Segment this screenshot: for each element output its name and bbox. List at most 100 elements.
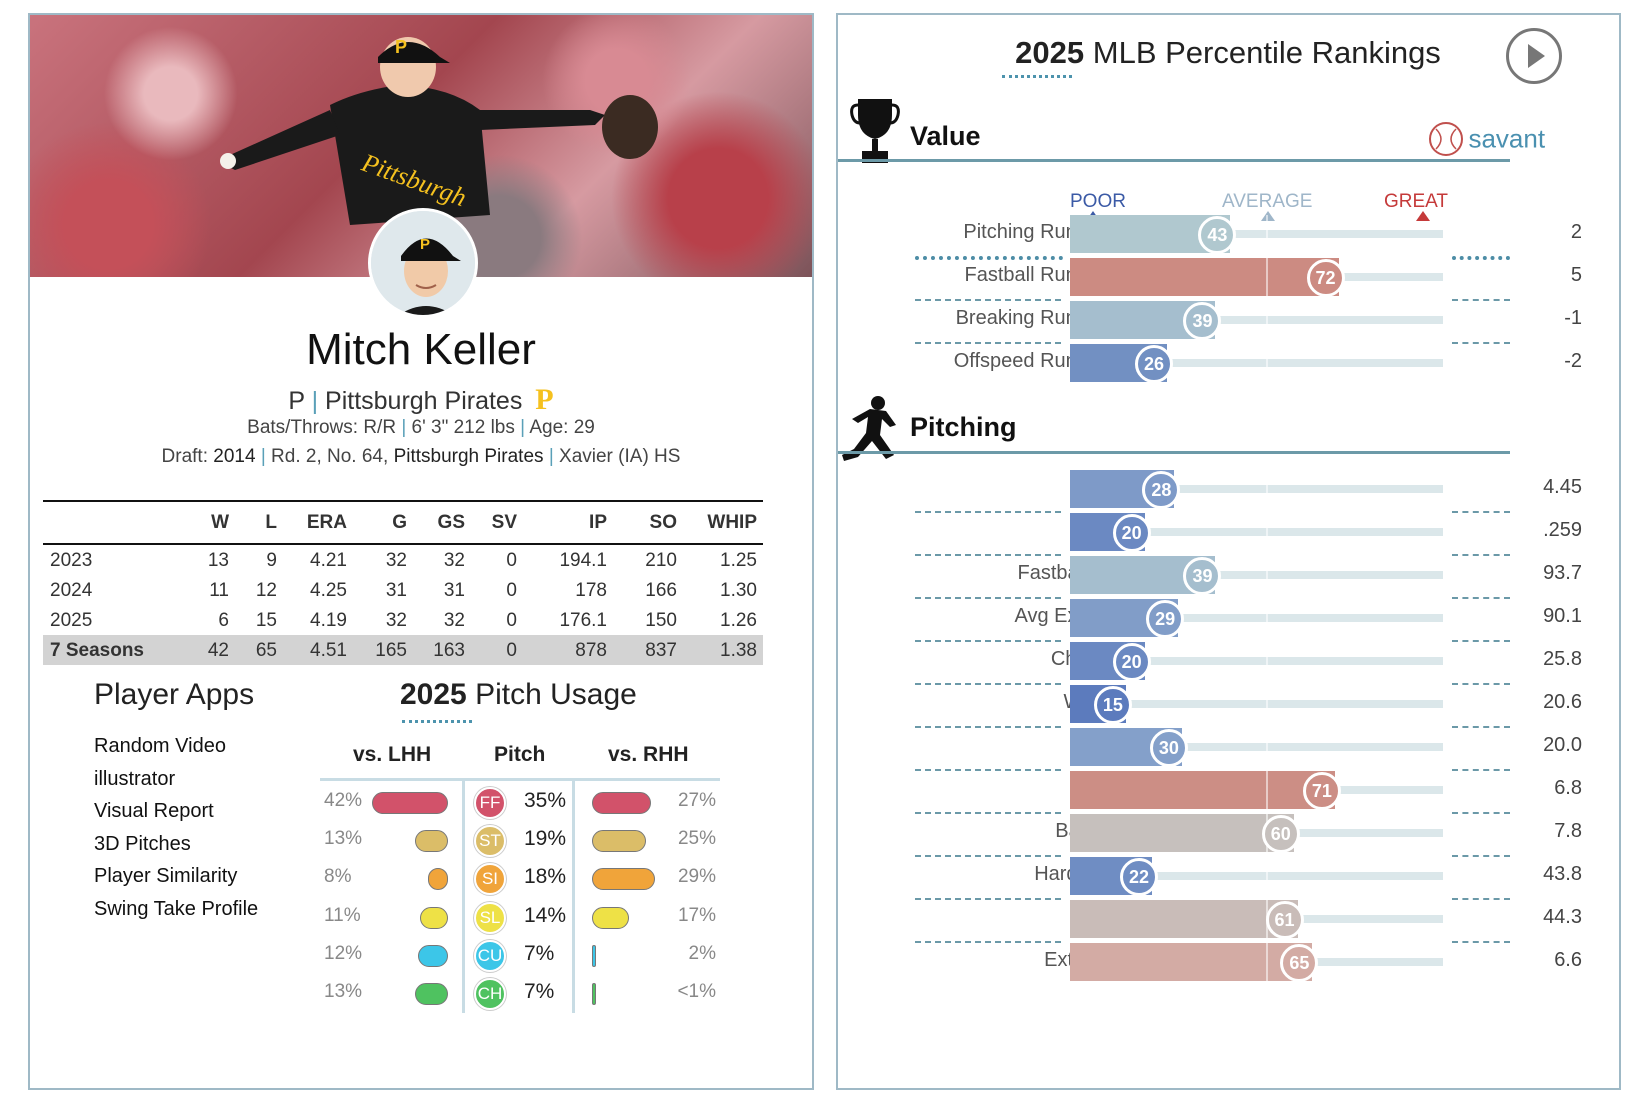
percentile-row[interactable]: Avg Exit Velo2990.1 (838, 599, 1618, 642)
metric-value: 6.6 (1554, 949, 1582, 971)
percentile-bar (1070, 814, 1294, 852)
percentile-row[interactable]: Offspeed Run Value 26 -2 (838, 344, 1618, 384)
row-divider (915, 511, 1061, 513)
percentile-row[interactable]: Fastball Velo3993.7 (838, 556, 1618, 599)
percentile-badge: 28 (1142, 471, 1181, 509)
row-divider (915, 812, 1061, 814)
section-pitching-title: Pitching (910, 412, 1017, 442)
average-line (1266, 685, 1268, 723)
pitch-type-badge[interactable]: FF (474, 787, 506, 819)
percentile-badge: 26 (1134, 345, 1173, 383)
player-bio: Bats/Throws: R/R | 6' 3" 212 lbs | Age: … (247, 417, 595, 438)
player-card: P Pittsburgh P Mitch Keller P | Pittsbur… (28, 13, 814, 1090)
table-row: 7 Seasons 42 65 4.51 165 163 0 878 837 1.38 (43, 635, 763, 665)
title-underline (1002, 75, 1072, 78)
percentile-row[interactable]: Chase %2025.8 (838, 642, 1618, 685)
player-app-link[interactable]: illustrator (94, 767, 176, 790)
metric-value: -2 (1564, 350, 1582, 372)
pitch-type-badge[interactable]: SI (474, 863, 506, 896)
row-divider (1452, 299, 1510, 301)
pitch-usage-row: 11% SL 14% 17% (320, 899, 720, 937)
percentile-row[interactable]: xERA284.45 (838, 470, 1618, 513)
metric-value: 44.3 (1543, 906, 1582, 928)
percentile-badge: 43 (1198, 216, 1237, 254)
stat-cell: 0 (506, 610, 517, 631)
svg-text:P: P (420, 236, 430, 253)
row-divider (1452, 898, 1510, 900)
player-app-link[interactable]: Player Similarity (94, 865, 238, 887)
row-divider (1452, 941, 1510, 943)
stat-cell: 9 (266, 550, 277, 571)
player-apps-title: Player Apps (94, 678, 255, 711)
average-line (1266, 215, 1268, 253)
pitch-header: Pitch (494, 743, 546, 766)
percentile-badge: 39 (1183, 557, 1222, 595)
stat-cell: 32 (385, 610, 407, 631)
play-icon[interactable] (1506, 28, 1562, 84)
row-divider (1452, 726, 1510, 728)
metric-value: .259 (1543, 519, 1582, 541)
percentile-row[interactable]: Barrel %607.8 (838, 814, 1618, 857)
player-apps-list: Random Video illustrator Visual Report 3D P… (94, 735, 258, 930)
row-divider (1452, 683, 1510, 685)
percentile-track (1070, 614, 1443, 622)
player-app-link[interactable]: Swing Take Profile (94, 897, 259, 920)
stat-cell: 210 (645, 550, 677, 571)
percentile-row[interactable]: xBA20.259 (838, 513, 1618, 556)
player-app-link[interactable]: 3D Pitches (94, 832, 191, 855)
stat-cell: 166 (645, 580, 677, 601)
height-weight: 6' 3" 212 lbs (411, 417, 515, 438)
average-line (1266, 470, 1268, 508)
percentile-badge: 29 (1146, 600, 1185, 638)
percentile-row[interactable]: Pitching Run Value 43 2 (838, 215, 1618, 260)
pitch-type-badge[interactable]: SL (474, 901, 506, 934)
player-app-link[interactable]: Visual Report (94, 800, 214, 822)
row-divider (1452, 511, 1510, 513)
average-line (1266, 513, 1268, 551)
pitch-type-badge[interactable]: ST (474, 825, 506, 858)
player-app-link[interactable]: Random Video (94, 735, 226, 757)
percentile-row[interactable]: Breaking Run Value 39 -1 (838, 301, 1618, 344)
row-divider (915, 683, 1061, 685)
metric-value: 7.8 (1554, 820, 1582, 842)
draft-pick: Rd. 2, No. 64, (271, 446, 389, 467)
player-name: Mitch Keller (306, 325, 536, 374)
rhh-pct: 27% (677, 790, 716, 811)
team-logo-icon: P (535, 383, 554, 416)
metric-value: 2 (1570, 221, 1582, 243)
draft-year[interactable]: 2014 (213, 446, 256, 467)
rhh-bar (592, 868, 655, 891)
pitch-usage-row: 8% SI 18% 29% (320, 860, 720, 898)
percentile-row[interactable]: Fastball Run Value 72 5 (838, 258, 1618, 301)
stats-col-header (43, 501, 193, 545)
stat-cell: 13 (207, 550, 229, 571)
scale-great: GREAT (1384, 191, 1449, 212)
percentile-badge: 30 (1149, 729, 1188, 767)
table-row: 2024 11 12 4.25 31 31 0 178 166 1.30 (43, 575, 763, 605)
pitch-type-badge[interactable]: CH (474, 978, 506, 1010)
bats-throws: R/R (363, 417, 397, 438)
percentile-row[interactable]: Extension656.6 (838, 943, 1618, 983)
metric-value: 20.6 (1543, 691, 1582, 713)
pitch-type-badge[interactable]: CU (474, 939, 506, 972)
average-line (1266, 258, 1268, 296)
player-team[interactable]: Pittsburgh Pirates (325, 387, 523, 415)
metric-value: 5 (1570, 264, 1582, 286)
rhh-pct: 29% (677, 866, 716, 888)
percentile-badge: 71 (1302, 772, 1341, 810)
stat-cell: 2023 (50, 550, 93, 571)
stat-cell: 165 (353, 635, 413, 665)
percentile-bar (1070, 900, 1298, 938)
row-divider (915, 640, 1061, 642)
row-divider (915, 299, 1061, 301)
stat-cell: 194.1 (559, 550, 607, 571)
draft-team[interactable]: Pittsburgh Pirates (393, 446, 544, 467)
stats-col-header: G (353, 501, 413, 545)
savant-logo[interactable]: savant (1428, 121, 1545, 157)
stat-cell: 178 (575, 580, 607, 601)
percentile-row[interactable]: BB %716.8 (838, 771, 1618, 814)
